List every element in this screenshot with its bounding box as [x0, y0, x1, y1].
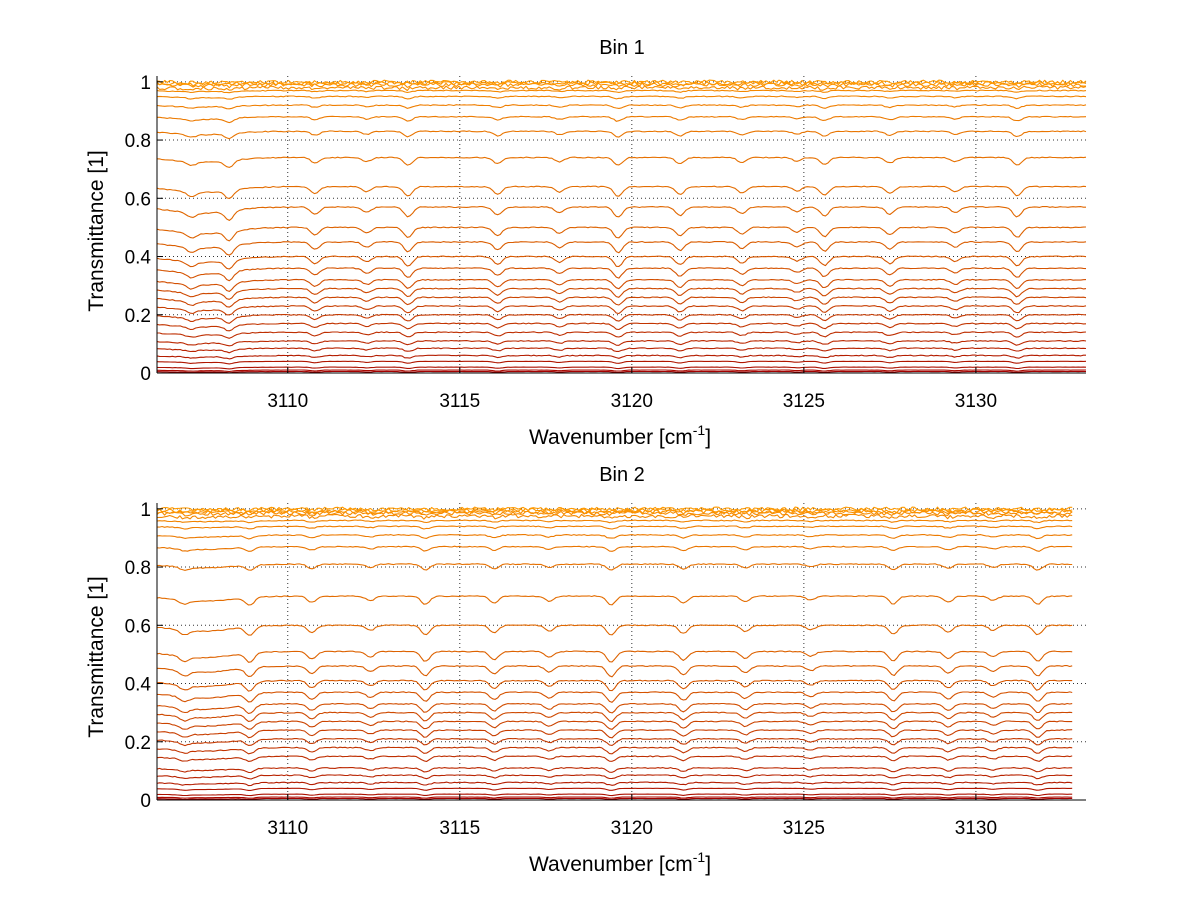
x-axis-label: Wavenumber [cm-1]: [529, 849, 711, 876]
series-line: [156, 793, 1073, 797]
series-line: [156, 322, 1087, 332]
axes: [156, 503, 1086, 801]
subplot-bin-2: Bin 2 3110 3115 3120 3125 3130 0 0.2 0.4 0.6 0.8…: [85, 464, 1086, 876]
series-line: [156, 354, 1086, 360]
series-line: [156, 513, 1073, 520]
y-tick-label: 1: [140, 500, 151, 521]
chart-title: Bin 2: [599, 464, 645, 486]
series-line: [156, 506, 1073, 512]
series-line: [156, 746, 1073, 755]
series-line: [157, 370, 1086, 374]
series-line: [156, 729, 1073, 739]
series-line: [156, 737, 1073, 747]
series-line: [156, 339, 1087, 347]
series-line: [156, 774, 1073, 780]
x-axis-label: Wavenumber [cm-1]: [529, 422, 711, 449]
series-line: [157, 796, 1073, 799]
y-tick-labels: 0 0.2 0.4 0.6 0.8 1: [125, 73, 152, 385]
y-tick-label: 0.6: [125, 616, 151, 637]
x-tick-label: 3125: [783, 391, 825, 412]
series-line: [157, 624, 1073, 636]
y-tick-label: 1: [140, 73, 151, 94]
y-tick-label: 0.4: [125, 675, 152, 696]
series-line: [157, 525, 1073, 530]
series-line: [156, 755, 1073, 763]
x-tick-label: 3120: [611, 818, 653, 839]
y-tick-label: 0.2: [125, 733, 151, 754]
x-tick-labels: 3110 3115 3120 3125 3130: [267, 818, 997, 839]
series-line: [156, 711, 1073, 723]
subplot-bin-1: Bin 1 3110 3115 3120 3125 3130 0 0.2 0.4 0.6 0.8…: [85, 37, 1087, 449]
series-line: [157, 787, 1073, 791]
series-line: [156, 665, 1073, 678]
x-tick-label: 3125: [783, 818, 825, 839]
axes: [156, 76, 1086, 374]
series-line: [156, 545, 1073, 552]
x-tick-label: 3115: [439, 818, 480, 839]
series-line: [156, 156, 1087, 168]
series-line: [156, 104, 1087, 110]
series-line: [156, 85, 1087, 92]
series-line: [156, 360, 1087, 365]
series-line: [157, 331, 1087, 339]
x-tick-label: 3110: [267, 818, 308, 839]
chart-title: Bin 1: [599, 37, 645, 59]
series-line: [156, 89, 1087, 94]
series-line: [156, 278, 1087, 292]
series-line: [156, 95, 1087, 100]
series-line: [156, 534, 1073, 540]
series-line: [156, 563, 1073, 571]
series-curves: [156, 506, 1073, 801]
series-line: [156, 267, 1087, 282]
x-tick-label: 3130: [955, 818, 997, 839]
y-tick-label: 0.2: [125, 306, 151, 327]
series-line: [156, 130, 1087, 140]
series-line: [156, 766, 1073, 774]
series-line: [156, 781, 1073, 787]
y-tick-label: 0: [140, 364, 151, 385]
y-tick-labels: 0 0.2 0.4 0.6 0.8 1: [125, 500, 152, 812]
series-line: [156, 79, 1087, 85]
x-tick-label: 3110: [267, 391, 308, 412]
series-line: [156, 702, 1073, 715]
y-axis-label: Transmittance [1]: [85, 150, 108, 311]
series-line: [156, 366, 1087, 370]
y-tick-label: 0.8: [125, 131, 151, 152]
series-line: [156, 226, 1087, 242]
series-line: [156, 240, 1087, 256]
series-line: [156, 81, 1087, 87]
y-axis-label: Transmittance [1]: [85, 576, 108, 737]
y-tick-label: 0.6: [125, 189, 151, 210]
series-line: [156, 185, 1087, 200]
series-line: [157, 313, 1087, 324]
series-line: [156, 595, 1073, 606]
series-line: [157, 369, 1087, 373]
x-tick-labels: 3110 3115 3120 3125 3130: [267, 391, 997, 412]
series-line: [156, 691, 1073, 703]
series-line: [156, 206, 1086, 221]
series-line: [156, 347, 1087, 354]
series-line: [156, 519, 1073, 524]
series-line: [156, 255, 1087, 270]
x-tick-label: 3130: [955, 391, 997, 412]
y-tick-label: 0.8: [125, 558, 151, 579]
series-line: [156, 305, 1087, 316]
series-line: [156, 679, 1073, 692]
series-line: [157, 296, 1087, 308]
y-tick-label: 0: [140, 791, 151, 812]
x-tick-label: 3120: [611, 391, 653, 412]
series-curves: [156, 79, 1087, 374]
x-tick-label: 3115: [439, 391, 480, 412]
series-line: [157, 115, 1087, 124]
series-line: [156, 650, 1073, 663]
series-line: [156, 720, 1073, 730]
series-line: [156, 797, 1073, 801]
series-line: [156, 287, 1087, 300]
y-tick-label: 0.4: [125, 248, 152, 269]
